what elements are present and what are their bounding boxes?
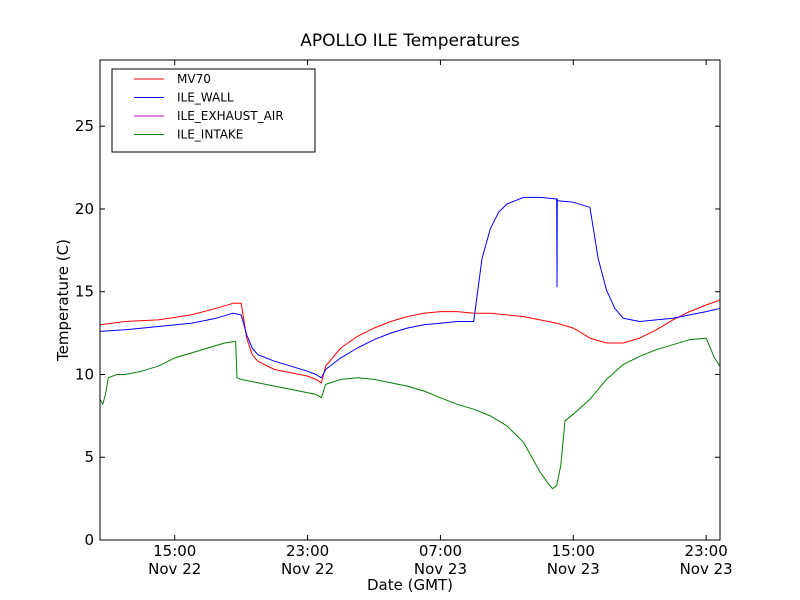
legend-box: [111, 68, 316, 153]
y-axis-label: Temperature (C): [54, 239, 72, 362]
plot-frame: [99, 59, 721, 541]
legend-label-ile-wall: ILE_WALL: [177, 91, 234, 105]
y-tick-label: 25: [75, 117, 94, 135]
x-tick-label-date: Nov 23: [414, 560, 467, 578]
series-line-mv70: [100, 299, 720, 384]
y-tick-label: 5: [84, 448, 94, 466]
legend-label-ile-exhaust-air: ILE_EXHAUST_AIR: [177, 109, 284, 123]
y-tick-label: 0: [84, 531, 94, 549]
x-tick-label-time: 15:00: [153, 542, 196, 560]
legend-label-ile-intake: ILE_INTAKE: [177, 128, 243, 142]
x-tick-label-time: 15:00: [552, 542, 595, 560]
x-tick-label-date: Nov 22: [281, 560, 334, 578]
legend-label-mv70: MV70: [177, 72, 211, 86]
series-line-ile-intake: [100, 337, 720, 490]
x-tick-label-time: 23:00: [286, 542, 329, 560]
y-axis-ticks: 0 5 10 15 20 25: [75, 117, 720, 549]
x-tick-label-date: Nov 23: [547, 560, 600, 578]
series-line-ile-wall: [100, 196, 720, 379]
x-tick-label-time: 23:00: [685, 542, 728, 560]
y-tick-label: 10: [75, 365, 94, 383]
x-axis-label: Date (GMT): [367, 576, 453, 594]
x-tick-label-time: 07:00: [419, 542, 462, 560]
x-tick-label-date: Nov 22: [148, 560, 201, 578]
legend: MV70 ILE_WALL ILE_EXHAUST_AIR ILE_INTAKE: [111, 68, 316, 153]
series-group: [100, 196, 720, 490]
y-tick-label: 15: [75, 283, 94, 301]
chart-title: APOLLO ILE Temperatures: [300, 31, 520, 51]
x-tick-label-date: Nov 23: [680, 560, 733, 578]
y-tick-label: 20: [75, 200, 94, 218]
